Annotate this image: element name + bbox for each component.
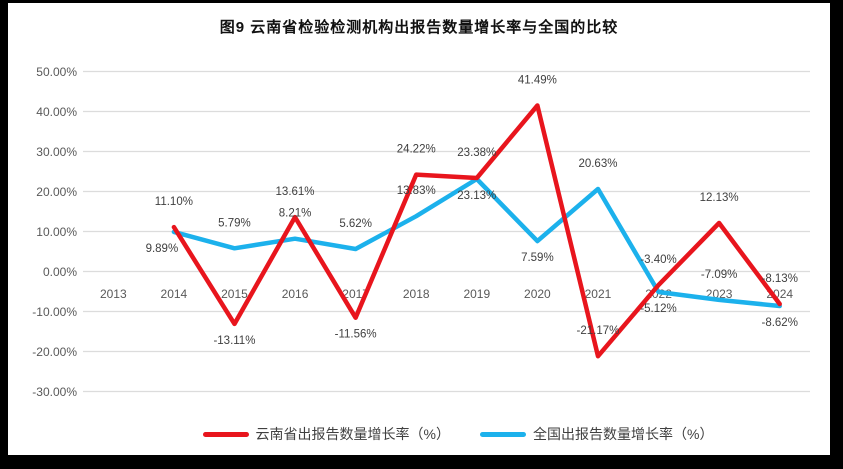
y-axis-tick-label: -30.00% — [32, 385, 77, 399]
data-label: 11.10% — [155, 196, 193, 208]
data-label: 23.13% — [457, 190, 496, 202]
data-label: 7.59% — [521, 252, 554, 264]
data-label: 23.38% — [457, 147, 496, 159]
data-label: -5.12% — [640, 303, 676, 315]
data-label: 8.21% — [279, 208, 312, 220]
y-axis-tick-label: 30.00% — [36, 145, 77, 159]
data-label: -8.13% — [761, 273, 797, 285]
data-label: 13.61% — [276, 186, 315, 198]
data-label: 24.22% — [397, 144, 436, 156]
x-axis-category-label: 2021 — [585, 287, 612, 301]
y-axis-tick-label: 50.00% — [36, 65, 77, 79]
x-axis-category-label: 2015 — [221, 287, 248, 301]
y-axis-tick-label: 40.00% — [36, 105, 77, 119]
y-axis-tick-labels: 50.00% 40.00% 30.00% 20.00% 10.00% 0.00% -10.0… — [32, 65, 77, 399]
data-label: -7.09% — [701, 269, 737, 281]
series-line-yunnan — [171, 103, 782, 359]
chart-legend: 云南省出报告数量增长率（%） 全国出报告数量增长率（%） — [8, 423, 830, 445]
data-label: 41.49% — [518, 75, 557, 87]
x-axis-category-label: 2018 — [403, 287, 430, 301]
data-labels: 11.10% -13.11% 13.61% -11.56% 24.22% 23.38% 41… — [146, 75, 798, 347]
x-axis-category-label: 2013 — [100, 287, 127, 301]
data-label: -21.17% — [577, 325, 620, 337]
x-axis-category-labels: 2013 2014 2015 2016 2017 2018 2019 2020 2021 2022… — [100, 287, 793, 301]
data-label: 13.83% — [397, 185, 436, 197]
y-axis-tick-label: 0.00% — [43, 265, 77, 279]
data-label: 5.79% — [218, 217, 251, 229]
legend-item-yunnan: 云南省出报告数量增长率（%） — [202, 424, 450, 444]
data-label: -13.11% — [213, 335, 255, 347]
data-label: -3.40% — [640, 254, 676, 266]
chart-title: 图9 云南省检验检测机构出报告数量增长率与全国的比较 — [219, 19, 619, 36]
chart-panel: 图9 云南省检验检测机构出报告数量增长率与全国的比较 50.00% 40.00% 3… — [8, 3, 830, 455]
legend-label-yunnan: 云南省出报告数量增长率（%） — [255, 426, 450, 442]
x-axis-category-label: 2016 — [282, 287, 309, 301]
legend-line-swatch-yunnan — [202, 431, 249, 437]
y-axis-tick-label: 10.00% — [36, 225, 77, 239]
data-label: 20.63% — [578, 158, 617, 170]
y-axis-tick-label: -10.00% — [32, 305, 77, 319]
data-label: -11.56% — [335, 329, 377, 341]
x-axis-category-label: 2014 — [161, 287, 188, 301]
data-label: -8.62% — [761, 317, 797, 329]
data-label: 9.89% — [146, 243, 179, 255]
legend-label-national: 全国出报告数量增长率（%） — [533, 426, 714, 442]
data-label: 12.13% — [700, 192, 739, 204]
data-label: 5.62% — [339, 218, 372, 230]
y-gridlines — [83, 70, 810, 393]
x-axis-category-label: 2020 — [524, 287, 551, 301]
legend-item-national: 全国出报告数量增长率（%） — [480, 424, 713, 444]
y-axis-tick-label: -20.00% — [32, 345, 77, 359]
legend-line-swatch-national — [480, 431, 526, 437]
line-chart-canvas: 50.00% 40.00% 30.00% 20.00% 10.00% 0.00% -10.0… — [32, 65, 810, 399]
y-axis-tick-label: 20.00% — [36, 185, 77, 199]
x-axis-category-label: 2019 — [463, 287, 490, 301]
